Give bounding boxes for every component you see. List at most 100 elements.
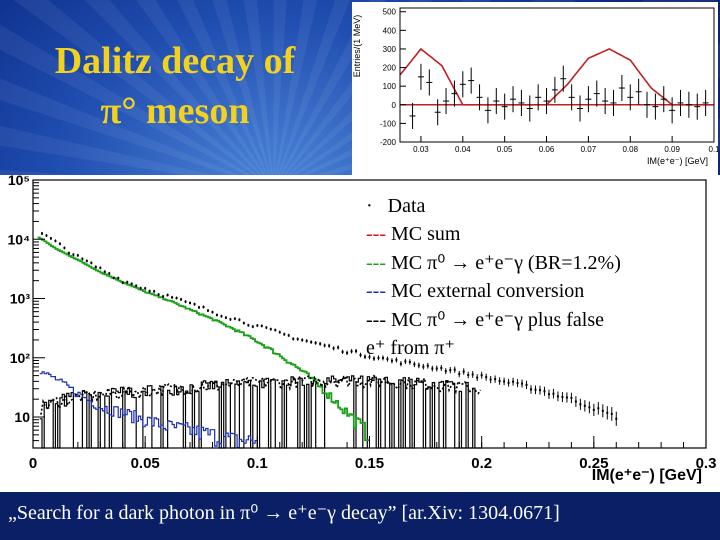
data-point	[224, 316, 227, 319]
data-point	[139, 287, 142, 290]
data-point	[368, 355, 371, 358]
data-point	[144, 287, 147, 290]
data-point	[565, 396, 568, 399]
data-point	[180, 298, 183, 301]
data-point	[512, 380, 515, 383]
data-point	[305, 339, 308, 342]
title-line-1: Dalitz decay of	[54, 40, 296, 82]
data-point	[256, 324, 259, 327]
data-point	[49, 237, 52, 240]
data-point	[45, 234, 48, 237]
data-point	[592, 408, 595, 411]
data-point	[278, 331, 281, 334]
inset-y-axis-label: Entries/(1 MeV)	[352, 15, 362, 78]
data-point	[157, 293, 160, 296]
data-point	[247, 324, 250, 327]
data-point	[606, 411, 609, 414]
data-point	[112, 276, 115, 279]
data-point	[417, 364, 420, 367]
data-point	[63, 246, 66, 249]
data-point	[319, 342, 322, 345]
data-point	[126, 281, 129, 284]
data-point	[296, 338, 299, 341]
data-point	[570, 396, 573, 399]
legend-marker: ---	[366, 280, 386, 303]
data-point	[395, 358, 398, 361]
data-point	[323, 344, 326, 347]
data-point	[135, 284, 138, 287]
data-point	[547, 393, 550, 396]
data-point	[449, 369, 452, 372]
legend-label: MC π⁰ → e⁺e⁻γ (BR=1.2%)	[390, 251, 621, 274]
data-point	[171, 296, 174, 299]
data-point	[238, 318, 241, 321]
data-point	[103, 270, 106, 273]
data-point	[476, 376, 479, 379]
data-point	[301, 339, 304, 342]
legend-label: MC π⁰ → e⁺e⁻γ plus false	[390, 308, 605, 331]
x-tick-label: 0.2	[471, 455, 492, 472]
data-point	[494, 378, 497, 381]
data-point	[175, 297, 178, 300]
data-point	[355, 350, 358, 353]
data-point	[498, 380, 501, 383]
data-point	[350, 350, 353, 353]
data-point	[597, 407, 600, 410]
data-point	[399, 362, 402, 365]
x-tick-label: 0	[29, 455, 37, 472]
data-point	[453, 368, 456, 371]
data-point	[489, 378, 492, 381]
data-point	[364, 355, 367, 358]
title-line-2: π° meson	[100, 90, 250, 132]
data-point	[76, 254, 79, 257]
data-point	[202, 306, 205, 309]
x-tick-label: 0.1	[247, 455, 268, 472]
data-point	[121, 281, 124, 284]
inset-plot-frame	[399, 7, 715, 143]
legend-continuation: e⁺ from π⁺	[366, 337, 455, 360]
data-point	[198, 306, 201, 309]
data-point	[431, 367, 434, 370]
inset-x-tick-label: 0.1	[708, 145, 718, 154]
legend-label: MC sum	[390, 223, 461, 246]
inset-y-tick-label: 300	[383, 45, 397, 54]
x-tick-label: 0.15	[355, 455, 384, 472]
data-point	[444, 370, 447, 373]
inset-x-axis-label: IM(e⁺e⁻) [GeV]	[647, 156, 708, 166]
data-point	[269, 328, 272, 331]
inset-x-tick-label: 0.08	[622, 145, 638, 154]
false-positron-series	[40, 374, 482, 415]
data-point	[377, 356, 380, 359]
inset-x-tick-label: 0.07	[581, 145, 597, 154]
main-chart: 0 0.05 0.1 0.15 0.2 0.25 0.3 10 10² 10³ 10⁴ 10⁵ IM(…	[8, 172, 717, 484]
legend-item-mc-conversion: --- MC external conversion	[366, 277, 696, 305]
data-point	[521, 382, 524, 385]
x-tick-label: 0.3	[696, 455, 717, 472]
legend-marker: ---	[366, 251, 386, 274]
data-point	[292, 337, 295, 340]
data-point	[310, 341, 313, 344]
legend-item-mc-dalitz: --- MC π⁰ → e⁺e⁻γ (BR=1.2%)	[366, 249, 696, 277]
inset-y-tick-label: -200	[380, 138, 397, 147]
inset-x-tick-label: 0.06	[539, 145, 555, 154]
data-point	[341, 350, 344, 353]
inset-chart: -200 -100 0 100 200 300 400 500 0.03 0.04 0.05 0.06…	[352, 7, 720, 166]
data-point	[507, 381, 510, 384]
data-point	[574, 400, 577, 403]
data-point	[615, 417, 618, 420]
y-tick-label: 10²	[10, 350, 31, 366]
data-point	[99, 266, 102, 269]
data-point	[54, 239, 57, 242]
data-point	[503, 380, 506, 383]
data-point	[530, 388, 533, 391]
data-point	[525, 383, 528, 386]
legend-marker: ·	[366, 195, 373, 217]
legend-item-mc-false-positron: --- MC π⁰ → e⁺e⁻γ plus false	[366, 306, 696, 334]
footer-band	[0, 492, 720, 540]
data-point	[359, 354, 362, 357]
main-x-axis-label: IM(e⁺e⁻) [GeV]	[592, 467, 702, 484]
data-point	[193, 303, 196, 306]
y-tick-label: 10⁵	[8, 175, 30, 188]
data-point	[408, 360, 411, 363]
legend-marker: ---	[366, 223, 386, 246]
